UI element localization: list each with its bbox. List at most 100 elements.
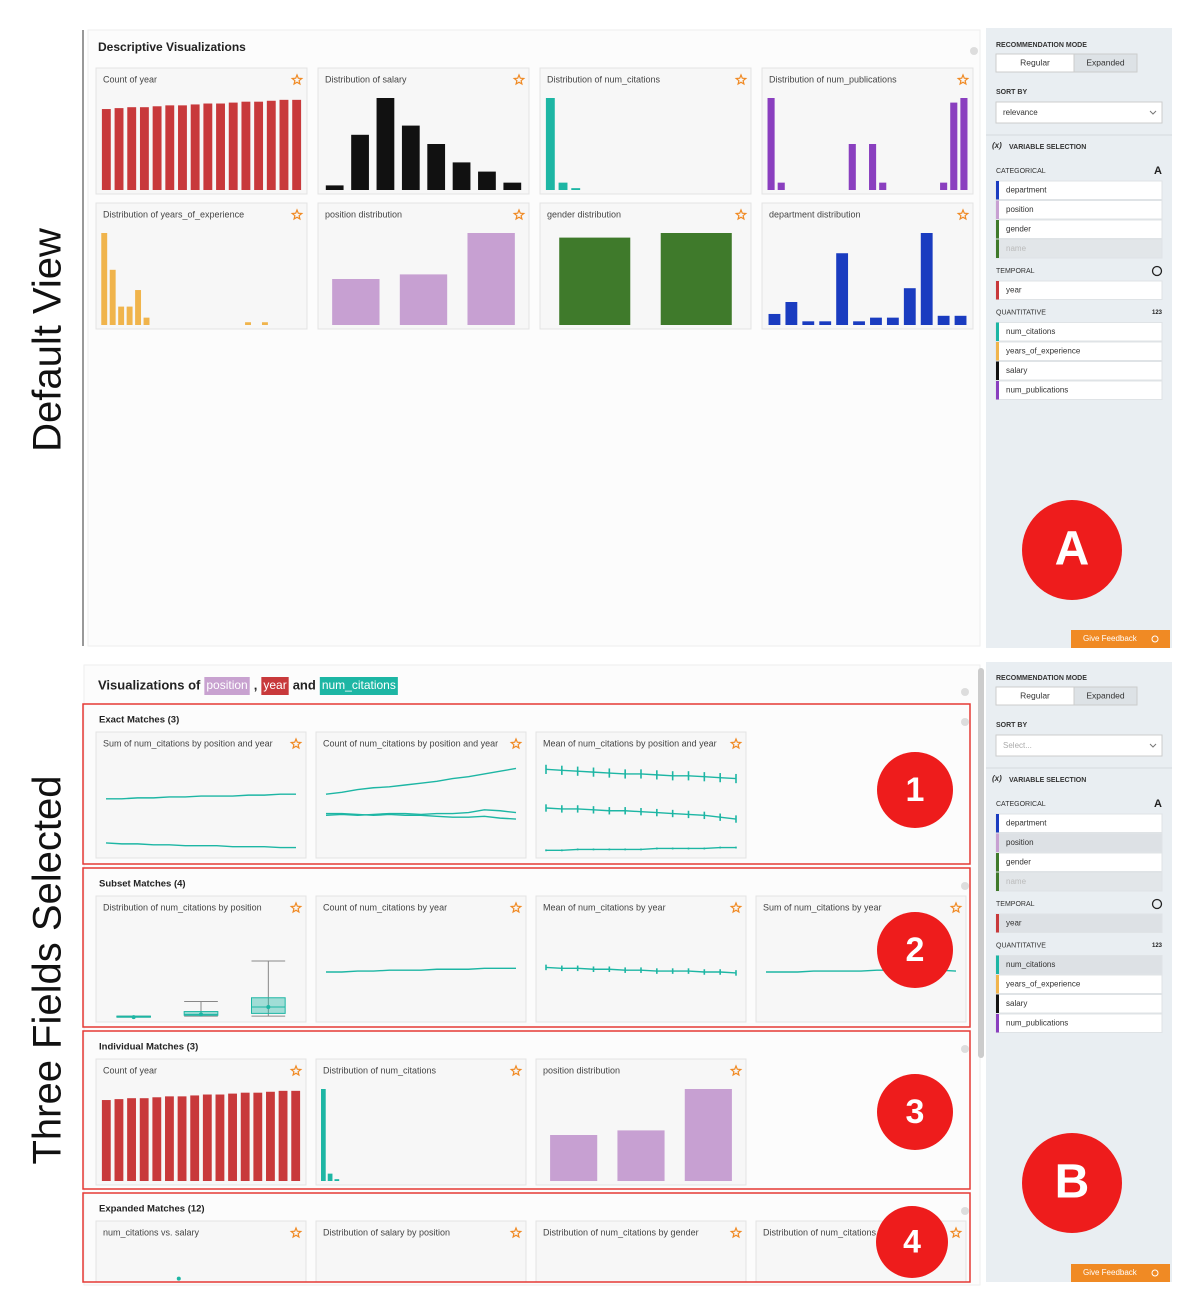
bar	[478, 171, 496, 190]
bar	[853, 321, 865, 325]
card-title: department distribution	[769, 209, 861, 219]
field-color	[996, 814, 999, 833]
section-label: VARIABLE SELECTION	[1009, 777, 1086, 784]
star-button[interactable]	[290, 208, 304, 221]
chart-card: Count of num_citations by position and y…	[315, 731, 527, 859]
field-highlight	[261, 677, 289, 695]
view-label: Three Fields Selected	[26, 775, 70, 1164]
field-name: year	[1006, 286, 1022, 295]
star-button[interactable]	[729, 737, 743, 750]
star-button[interactable]	[289, 737, 303, 750]
bar	[278, 1090, 288, 1181]
bar	[126, 306, 133, 325]
bar	[165, 105, 175, 190]
mode-label: Expanded	[1086, 690, 1125, 700]
sort-value: relevance	[1003, 108, 1038, 117]
star-button[interactable]	[729, 1226, 743, 1239]
bar	[114, 1099, 124, 1181]
card-title: Mean of num_citations by year	[543, 902, 666, 912]
card-title: Distribution of num_citations	[323, 1065, 437, 1075]
star-button[interactable]	[509, 1064, 523, 1077]
point	[176, 1276, 181, 1281]
star-button[interactable]	[289, 901, 303, 914]
bar	[118, 306, 125, 325]
bar	[545, 98, 555, 190]
badge: 1	[877, 752, 953, 828]
clock-icon	[1151, 898, 1163, 910]
field-color	[996, 200, 999, 219]
star-button[interactable]	[956, 208, 970, 221]
bar	[327, 1173, 333, 1181]
line	[326, 967, 516, 973]
star-button[interactable]	[734, 208, 748, 221]
bar	[152, 106, 162, 190]
bar	[253, 1092, 263, 1181]
bar	[228, 1093, 237, 1181]
bar	[869, 144, 877, 190]
star-button[interactable]	[509, 901, 523, 914]
field-color	[996, 955, 999, 974]
badge-circle	[1022, 500, 1122, 600]
bar	[920, 233, 933, 325]
field-color	[996, 853, 999, 872]
card-frame	[539, 67, 752, 195]
card-frame	[315, 1058, 527, 1186]
panel-title: ,	[254, 677, 258, 692]
panel-title: Visualizations of	[98, 677, 201, 692]
sort-select[interactable]	[995, 101, 1163, 124]
feedback-icon	[1151, 1269, 1159, 1277]
chart-card: Sum of num_citations by position and yea…	[95, 731, 307, 859]
bar	[245, 322, 251, 325]
field-color	[996, 872, 999, 891]
feedback-button[interactable]	[1071, 630, 1170, 648]
star-button[interactable]	[290, 73, 304, 86]
bar	[178, 105, 187, 190]
bar	[452, 162, 471, 190]
bar	[351, 134, 369, 190]
star-button[interactable]	[289, 1064, 303, 1077]
bar	[940, 182, 948, 190]
card-title: Count of num_citations by year	[323, 902, 447, 912]
feedback-button[interactable]	[1071, 1264, 1170, 1282]
sort-select[interactable]	[995, 734, 1163, 757]
section-title: Expanded Matches (12)	[99, 1204, 205, 1215]
bar	[950, 102, 958, 190]
star-button[interactable]	[512, 208, 526, 221]
chart-card: Distribution of num_citations by positio…	[95, 895, 307, 1023]
star-button[interactable]	[734, 73, 748, 86]
mode-label: Expanded	[1086, 57, 1125, 67]
type-icon: 123	[1152, 943, 1163, 949]
card-frame	[761, 67, 974, 195]
field-name: gender	[1006, 225, 1031, 234]
star-button[interactable]	[949, 901, 963, 914]
bar	[903, 288, 916, 325]
card-title: Distribution of num_publications	[769, 74, 897, 84]
section-outline	[82, 703, 971, 865]
card-title: Count of num_citations by position and y…	[323, 738, 498, 748]
field-name: department	[1006, 186, 1047, 195]
star-button[interactable]	[729, 901, 743, 914]
bar	[802, 321, 815, 325]
match-section: Exact Matches (3) Sum of num_citations by…	[82, 703, 971, 865]
star-button[interactable]	[956, 73, 970, 86]
bar	[228, 102, 238, 190]
bar	[266, 100, 276, 190]
star-button[interactable]	[729, 1064, 743, 1077]
line	[325, 767, 517, 795]
star-button[interactable]	[289, 1226, 303, 1239]
scrollbar[interactable]	[978, 668, 984, 1058]
field-color	[996, 833, 999, 852]
star-button[interactable]	[512, 73, 526, 86]
star-button[interactable]	[509, 1226, 523, 1239]
star-button[interactable]	[509, 737, 523, 750]
mode-button[interactable]	[1073, 53, 1138, 73]
mode-button[interactable]	[1073, 686, 1138, 706]
bar	[216, 103, 225, 190]
sort-value: Select...	[1003, 741, 1032, 750]
bar	[139, 1098, 149, 1181]
star-button[interactable]	[949, 1226, 963, 1239]
section-outline	[82, 867, 971, 1028]
section-label: SORT BY	[996, 89, 1027, 96]
panel-title: Descriptive Visualizations	[98, 40, 246, 54]
chart-card: Distribution of num_citations	[539, 67, 752, 195]
